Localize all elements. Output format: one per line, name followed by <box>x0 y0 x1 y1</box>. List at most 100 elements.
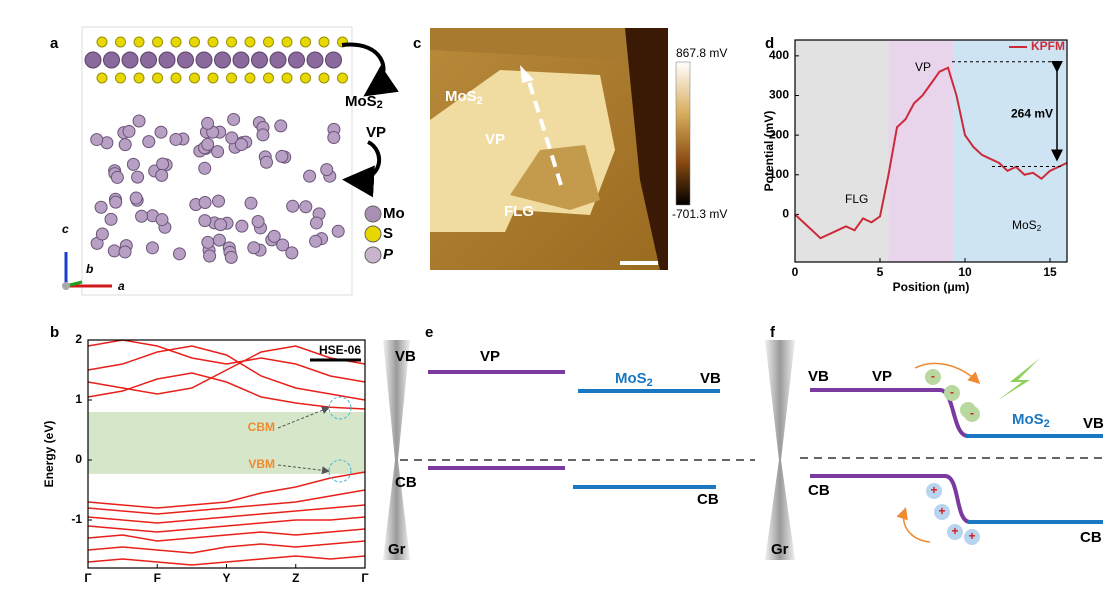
atom-mo <box>307 52 323 68</box>
atom-s <box>245 37 255 47</box>
atom-s <box>97 73 107 83</box>
atom-p <box>310 217 322 229</box>
band-label: VB <box>700 370 721 387</box>
text: MoS <box>615 370 647 387</box>
atom-p <box>173 248 185 260</box>
atom-p <box>105 213 117 225</box>
atom-p <box>228 113 240 125</box>
atom-p <box>130 192 142 204</box>
region-label: FLG <box>845 192 868 206</box>
x-tick-label: 10 <box>958 265 972 279</box>
atom-p <box>202 138 214 150</box>
atom-mo <box>326 52 342 68</box>
vp-label: VP <box>485 131 505 148</box>
colorbar-min: -701.3 mV <box>672 207 727 221</box>
atom-p <box>235 138 247 150</box>
legend-mo <box>365 206 381 222</box>
atom-s <box>319 73 329 83</box>
arrow <box>915 363 978 382</box>
hole-sign: + <box>930 483 937 497</box>
subscript: 2 <box>377 99 383 111</box>
material-label: VP <box>872 368 892 385</box>
subscript: 2 <box>647 377 653 389</box>
region <box>953 40 1067 262</box>
series-line <box>88 529 365 541</box>
atom-mo <box>85 52 101 68</box>
y-tick-label: 1 <box>75 392 82 406</box>
atom-s <box>301 73 311 83</box>
atom-s <box>153 73 163 83</box>
panel-label: e <box>425 324 433 341</box>
atom-mo <box>270 52 286 68</box>
text: MoS <box>1012 411 1044 428</box>
text: MoS <box>1012 218 1037 232</box>
x-tick-label: Γ <box>361 571 369 585</box>
atom-p <box>310 235 322 247</box>
panel-label: c <box>413 35 421 52</box>
text: MoS <box>345 93 377 110</box>
atom-p <box>212 146 224 158</box>
atom-p <box>257 129 269 141</box>
atom-p <box>328 131 340 143</box>
atom-s <box>171 37 181 47</box>
atom-p <box>236 220 248 232</box>
figure: a b c d e f MoS2 VP Mo S P c b a MoS2 VP… <box>0 0 1110 615</box>
material-label: MoS2 <box>1012 411 1050 430</box>
atom-p <box>132 171 144 183</box>
annotation: HSE-06 <box>319 343 361 357</box>
atom-p <box>275 120 287 132</box>
atom-p <box>332 225 344 237</box>
atom-mo <box>289 52 305 68</box>
atom-s <box>245 73 255 83</box>
axis-label: b <box>86 262 93 276</box>
atom-p <box>245 197 257 209</box>
band-label: CB <box>697 491 719 508</box>
atom-mo <box>159 52 175 68</box>
axis-label: c <box>62 222 69 236</box>
atom-mo <box>178 52 194 68</box>
text: FLG <box>845 192 868 206</box>
atom-s <box>116 73 126 83</box>
atom-p <box>252 215 264 227</box>
atom-p <box>204 250 216 262</box>
series-line <box>88 472 365 508</box>
atom-s <box>208 37 218 47</box>
atom-p <box>225 251 237 263</box>
subscript: 2 <box>477 95 483 107</box>
band-label: VB <box>808 368 829 385</box>
text: MoS <box>445 88 477 105</box>
atom-p <box>110 196 122 208</box>
atom-p <box>202 236 214 248</box>
y-axis-label: Potential (mV) <box>762 111 776 192</box>
band-label: CB <box>808 482 830 499</box>
atom-s <box>190 73 200 83</box>
arrow <box>350 142 379 180</box>
material-label: MoS2 <box>615 370 653 389</box>
series-line <box>88 373 365 409</box>
atom-mo <box>122 52 138 68</box>
material-label: VP <box>480 348 500 365</box>
atom-p <box>157 158 169 170</box>
atom-p <box>156 214 168 226</box>
page: {"panel_labels": ["a", "b", "c", "d", "e… <box>0 0 1110 615</box>
colorbar-max: 867.8 mV <box>676 46 727 60</box>
atom-p <box>146 242 158 254</box>
gr-label: Gr <box>771 541 789 558</box>
atom-p <box>127 158 139 170</box>
series-line <box>88 541 365 553</box>
difference-label: 264 mV <box>1011 106 1053 120</box>
annotation: VBM <box>248 457 275 471</box>
atom-s <box>190 37 200 47</box>
atom-p <box>133 115 145 127</box>
band-label: VB <box>395 348 416 365</box>
atom-p <box>202 117 214 129</box>
atom-p <box>170 133 182 145</box>
atom-mo <box>252 52 268 68</box>
atom-p <box>304 170 316 182</box>
subscript: 2 <box>1044 418 1050 430</box>
atom-p <box>143 136 155 148</box>
graphene-cone <box>383 340 410 560</box>
legend-label: KPFM <box>1031 39 1065 53</box>
atom-p <box>199 197 211 209</box>
legend-label: S <box>383 225 393 242</box>
